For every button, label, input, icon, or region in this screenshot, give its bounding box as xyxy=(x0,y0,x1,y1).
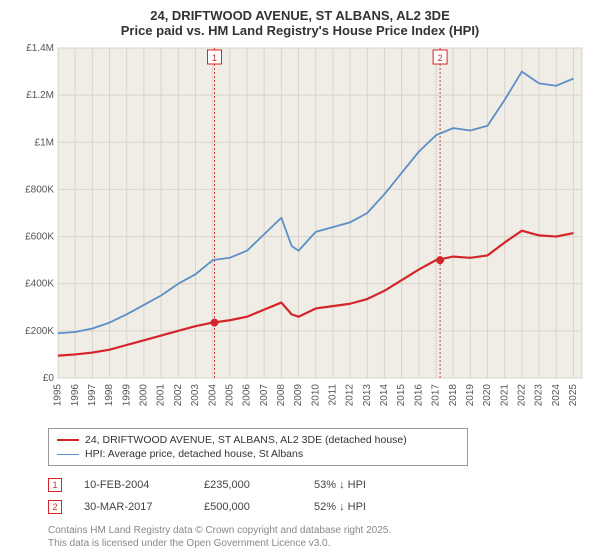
svg-text:1998: 1998 xyxy=(104,384,115,407)
svg-text:2012: 2012 xyxy=(345,384,356,407)
legend-swatch-hpi xyxy=(57,454,79,455)
svg-text:1996: 1996 xyxy=(70,384,81,407)
footer-attribution: Contains HM Land Registry data © Crown c… xyxy=(48,524,588,550)
transaction-table: 1 10-FEB-2004 £235,000 53% ↓ HPI 2 30-MA… xyxy=(48,474,588,518)
transaction-row: 1 10-FEB-2004 £235,000 53% ↓ HPI xyxy=(48,474,588,496)
transaction-row: 2 30-MAR-2017 £500,000 52% ↓ HPI xyxy=(48,496,588,518)
svg-text:2000: 2000 xyxy=(139,384,150,407)
transaction-price: £235,000 xyxy=(204,479,314,491)
svg-text:2008: 2008 xyxy=(276,384,287,407)
chart-plot-area: £0 £200K £400K £600K £800K £1M £1.2M £1.4M 1995 1… xyxy=(12,42,588,422)
transaction-diff: 53% ↓ HPI xyxy=(314,479,424,491)
legend-label-hpi: HPI: Average price, detached house, St A… xyxy=(85,448,303,460)
legend-swatch-price-paid xyxy=(57,439,79,441)
svg-text:£400K: £400K xyxy=(25,279,54,290)
chart-title-line2: Price paid vs. HM Land Registry's House … xyxy=(12,23,588,38)
svg-text:2022: 2022 xyxy=(517,384,528,407)
svg-text:2019: 2019 xyxy=(465,384,476,407)
svg-text:£600K: £600K xyxy=(25,232,54,243)
svg-text:2005: 2005 xyxy=(224,384,235,407)
svg-text:2017: 2017 xyxy=(431,384,442,407)
svg-text:1995: 1995 xyxy=(53,384,64,407)
transaction-diff: 52% ↓ HPI xyxy=(314,501,424,513)
transaction-marker-1: 1 xyxy=(48,478,62,492)
svg-text:2014: 2014 xyxy=(379,384,390,407)
svg-text:£0: £0 xyxy=(43,373,55,384)
svg-text:2011: 2011 xyxy=(328,384,339,406)
svg-text:2013: 2013 xyxy=(362,384,373,407)
svg-text:2020: 2020 xyxy=(482,384,493,407)
svg-text:2003: 2003 xyxy=(190,384,201,407)
svg-text:1999: 1999 xyxy=(121,384,132,407)
svg-text:£1.4M: £1.4M xyxy=(26,43,54,54)
svg-text:£800K: £800K xyxy=(25,184,54,195)
svg-text:2004: 2004 xyxy=(207,384,218,407)
svg-text:2023: 2023 xyxy=(534,384,545,407)
svg-text:2002: 2002 xyxy=(173,384,184,407)
svg-text:2018: 2018 xyxy=(448,384,459,407)
transaction-date: 10-FEB-2004 xyxy=(84,479,204,491)
footer-line2: This data is licensed under the Open Gov… xyxy=(48,537,588,550)
svg-text:£1.2M: £1.2M xyxy=(26,90,54,101)
svg-text:2007: 2007 xyxy=(259,384,270,407)
svg-text:1: 1 xyxy=(212,53,217,63)
svg-text:2001: 2001 xyxy=(156,384,167,407)
svg-text:2015: 2015 xyxy=(396,384,407,407)
legend: 24, DRIFTWOOD AVENUE, ST ALBANS, AL2 3DE… xyxy=(48,428,468,466)
legend-item-price-paid: 24, DRIFTWOOD AVENUE, ST ALBANS, AL2 3DE… xyxy=(57,433,459,447)
svg-text:2009: 2009 xyxy=(293,384,304,407)
chart-svg: £0 £200K £400K £600K £800K £1M £1.2M £1.4M 1995 1… xyxy=(12,42,588,422)
transaction-price: £500,000 xyxy=(204,501,314,513)
svg-text:2010: 2010 xyxy=(310,384,321,407)
svg-text:2: 2 xyxy=(438,53,443,63)
svg-text:£200K: £200K xyxy=(25,326,54,337)
svg-text:2024: 2024 xyxy=(551,384,562,407)
chart-title-line1: 24, DRIFTWOOD AVENUE, ST ALBANS, AL2 3DE xyxy=(12,8,588,23)
footer-line1: Contains HM Land Registry data © Crown c… xyxy=(48,524,588,537)
svg-text:2025: 2025 xyxy=(568,384,579,407)
chart-container: 24, DRIFTWOOD AVENUE, ST ALBANS, AL2 3DE… xyxy=(0,0,600,558)
svg-text:2006: 2006 xyxy=(242,384,253,407)
legend-label-price-paid: 24, DRIFTWOOD AVENUE, ST ALBANS, AL2 3DE… xyxy=(85,434,407,446)
svg-text:1997: 1997 xyxy=(87,384,98,407)
transaction-marker-2: 2 xyxy=(48,500,62,514)
svg-text:2016: 2016 xyxy=(413,384,424,407)
transaction-date: 30-MAR-2017 xyxy=(84,501,204,513)
legend-item-hpi: HPI: Average price, detached house, St A… xyxy=(57,447,459,461)
svg-text:£1M: £1M xyxy=(35,137,54,148)
svg-text:2021: 2021 xyxy=(499,384,510,407)
